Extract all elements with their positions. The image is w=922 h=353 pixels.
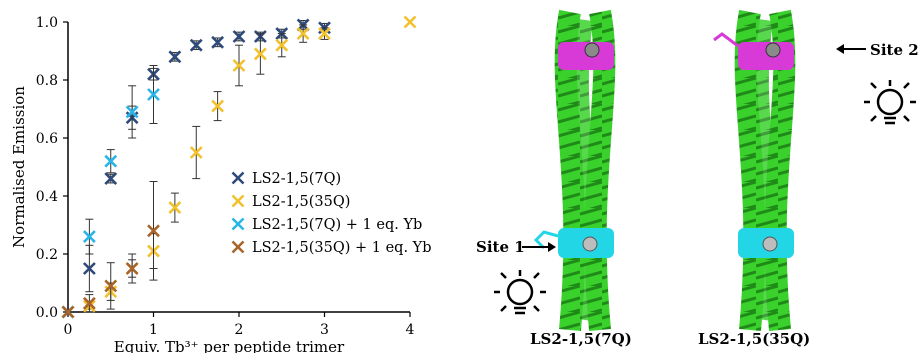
data-point-series-0 <box>82 262 96 275</box>
legend-marker <box>231 240 245 254</box>
metal-ion <box>762 236 778 252</box>
legend-marker <box>231 194 245 208</box>
site2-label: Site 2 <box>870 41 919 59</box>
data-point-series-0 <box>232 30 246 43</box>
data-point-series-0 <box>211 35 225 49</box>
data-point-series-3 <box>61 305 75 319</box>
legend-label: LS2-1,5(7Q) <box>252 171 341 187</box>
data-point-series-0 <box>168 50 182 64</box>
bundle-35q <box>713 9 796 332</box>
data-point-series-1 <box>403 15 417 29</box>
y-axis-label: Normalised Emission <box>10 86 28 248</box>
site1-label: Site 1 <box>476 238 525 256</box>
y-tick-label: 1.0 <box>36 15 58 31</box>
x-tick-label: 2 <box>235 322 244 338</box>
y-tick-label: 0.0 <box>36 305 58 321</box>
data-point-series-1 <box>168 201 182 215</box>
legend-label: LS2-1,5(7Q) + 1 eq. Yb <box>252 217 422 233</box>
data-point-series-3 <box>125 262 139 275</box>
data-point-series-2 <box>82 230 96 244</box>
metal-ion <box>582 236 598 252</box>
y-tick-label: 0.6 <box>36 131 58 147</box>
x-tick-label: 3 <box>320 322 329 338</box>
data-point-series-2 <box>147 88 160 101</box>
data-point-series-1 <box>318 27 331 41</box>
metal-ion <box>765 42 781 58</box>
data-point-series-2 <box>125 105 139 119</box>
legend-marker <box>231 217 245 231</box>
data-point-series-1 <box>232 59 246 72</box>
data-point-series-3 <box>82 296 96 310</box>
data-point-series-1 <box>211 99 225 113</box>
metal-ion <box>584 42 600 58</box>
data-point-series-0 <box>189 38 203 52</box>
titration-chart: 0.0 0.2 0.4 0.6 0.8 1.0 0 1 2 3 4 Normalised Emissi… <box>10 15 432 353</box>
lightbulb-icon <box>494 270 546 315</box>
data-point-series-3 <box>104 279 118 293</box>
x-axis-label: Equiv. Tb³⁺ per peptide trimer <box>114 338 345 353</box>
legend-label: LS2-1,5(35Q) <box>252 194 350 210</box>
x-tick-label: 1 <box>149 322 158 338</box>
legend-label: LS2-1,5(35Q) + 1 eq. Yb <box>252 240 432 256</box>
y-tick-label: 0.8 <box>36 73 58 89</box>
data-point-series-3 <box>147 224 160 238</box>
data-point-series-1 <box>275 38 289 52</box>
y-tick-label: 0.4 <box>36 189 58 205</box>
data-point-series-1 <box>296 27 310 41</box>
data-point-series-1 <box>189 146 203 159</box>
helix-bundle-figure: Site 1 Site 2 LS2-1,5(7Q) LS2-1,5(35Q) <box>476 9 919 348</box>
right-structure-label: LS2-1,5(35Q) <box>698 330 810 348</box>
x-tick-label: 0 <box>64 322 73 338</box>
lightbulb-icon <box>864 80 916 125</box>
data-point-series-0 <box>104 172 118 186</box>
bundle-7q <box>533 9 616 332</box>
legend-marker <box>231 171 245 185</box>
site2-region <box>558 42 614 70</box>
left-structure-label: LS2-1,5(7Q) <box>530 330 632 348</box>
site2-region <box>738 42 794 70</box>
data-point-series-2 <box>104 154 118 168</box>
x-tick-label: 4 <box>406 322 415 338</box>
data-point-series-1 <box>253 47 267 61</box>
y-tick-label: 0.2 <box>36 247 58 263</box>
